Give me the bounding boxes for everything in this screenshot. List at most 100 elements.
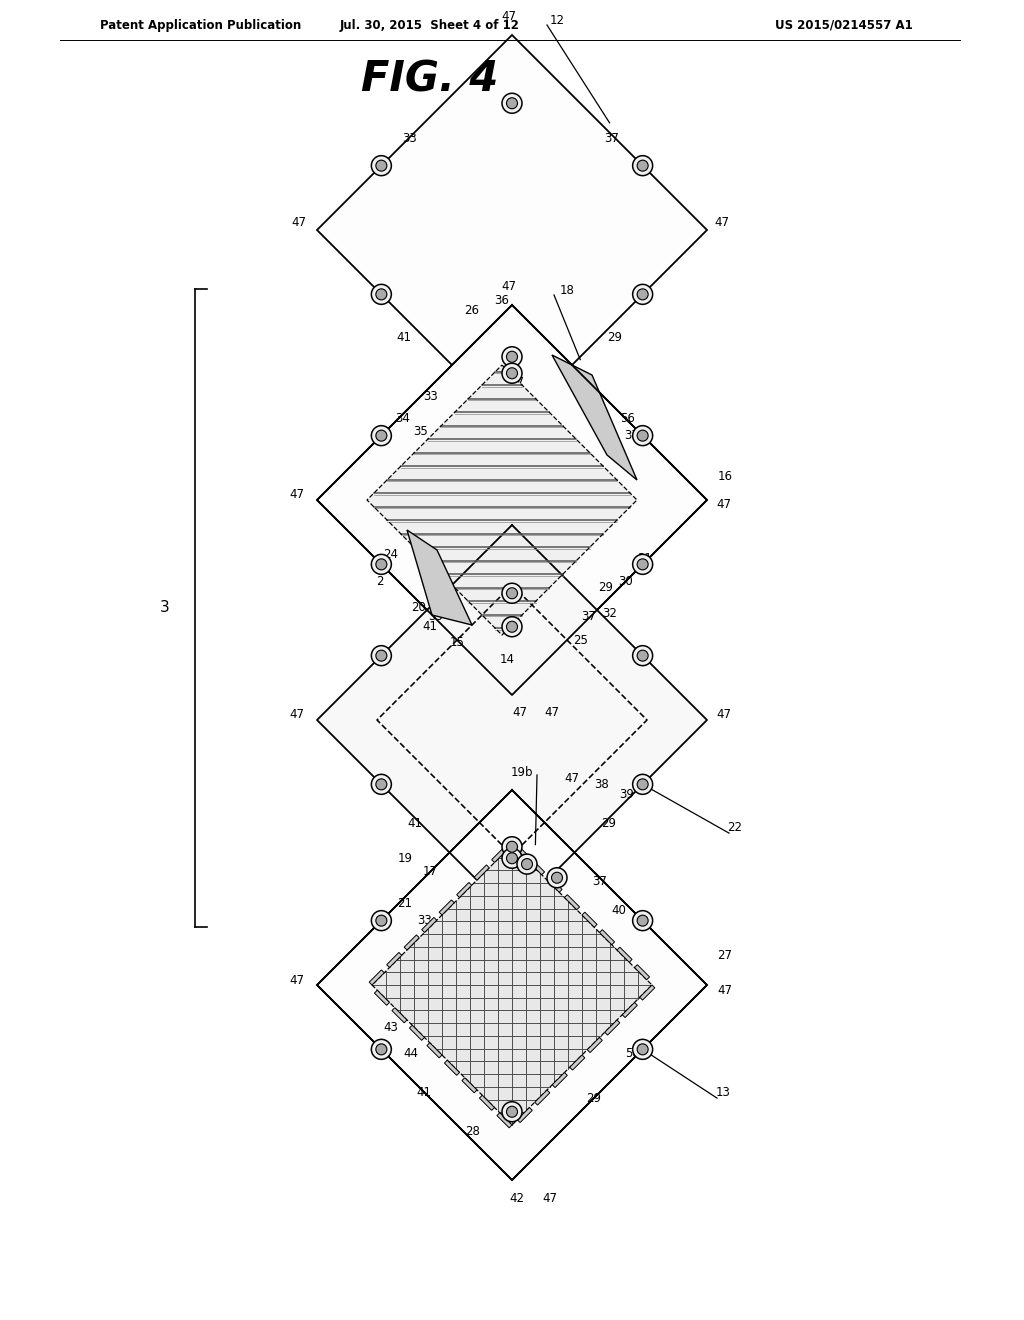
Text: 31: 31 <box>637 552 652 565</box>
Text: 58: 58 <box>626 1047 640 1060</box>
Text: FIG. 4: FIG. 4 <box>361 59 499 102</box>
Polygon shape <box>582 912 597 927</box>
Circle shape <box>372 1039 391 1060</box>
Text: 17: 17 <box>423 866 437 878</box>
Circle shape <box>507 853 517 863</box>
Circle shape <box>376 558 387 570</box>
Text: 28: 28 <box>466 1125 480 1138</box>
Text: 41: 41 <box>423 620 437 634</box>
Circle shape <box>507 622 517 632</box>
Text: 33: 33 <box>423 391 437 403</box>
Text: 18: 18 <box>559 284 574 297</box>
Text: 47: 47 <box>715 215 729 228</box>
Circle shape <box>502 837 522 857</box>
Text: 24: 24 <box>384 548 398 561</box>
Text: 47: 47 <box>290 709 304 722</box>
Circle shape <box>637 289 648 300</box>
Text: 33: 33 <box>401 132 417 145</box>
Polygon shape <box>517 1107 532 1122</box>
Text: 21: 21 <box>397 896 413 909</box>
Text: 33: 33 <box>417 915 432 927</box>
Circle shape <box>633 156 652 176</box>
Circle shape <box>502 347 522 367</box>
Polygon shape <box>552 1072 567 1088</box>
Polygon shape <box>457 883 472 898</box>
Polygon shape <box>474 865 489 880</box>
Circle shape <box>376 160 387 172</box>
Polygon shape <box>617 948 632 962</box>
Polygon shape <box>422 917 437 932</box>
Circle shape <box>376 1044 387 1055</box>
Polygon shape <box>392 1007 407 1023</box>
Text: 35: 35 <box>413 425 427 438</box>
Text: 43: 43 <box>384 1022 398 1035</box>
Circle shape <box>372 911 391 931</box>
Circle shape <box>637 430 648 441</box>
Circle shape <box>376 915 387 927</box>
Text: 41: 41 <box>417 1086 432 1098</box>
Polygon shape <box>640 985 654 1001</box>
Circle shape <box>633 1039 652 1060</box>
Text: 39: 39 <box>620 788 635 801</box>
Text: 25: 25 <box>572 634 588 647</box>
Text: 29: 29 <box>607 331 623 343</box>
Polygon shape <box>317 305 707 696</box>
Text: 32: 32 <box>602 607 616 619</box>
Polygon shape <box>552 355 637 480</box>
Polygon shape <box>410 1026 425 1040</box>
Polygon shape <box>427 1043 442 1057</box>
Polygon shape <box>372 845 652 1125</box>
Text: 47: 47 <box>512 706 527 719</box>
Text: 37: 37 <box>604 132 620 145</box>
Text: 44: 44 <box>403 1047 418 1060</box>
Text: 47: 47 <box>717 709 731 722</box>
Circle shape <box>517 854 537 874</box>
Text: 19b: 19b <box>511 766 534 779</box>
Circle shape <box>507 368 517 379</box>
Polygon shape <box>569 1055 585 1071</box>
Circle shape <box>502 616 522 636</box>
Text: 2: 2 <box>376 576 383 589</box>
Text: 47: 47 <box>543 1192 557 1204</box>
Polygon shape <box>407 531 472 624</box>
Text: 47: 47 <box>545 706 559 719</box>
Polygon shape <box>535 1090 550 1105</box>
Text: 47: 47 <box>290 974 304 986</box>
Text: 47: 47 <box>510 376 524 388</box>
Polygon shape <box>462 1077 477 1093</box>
Circle shape <box>376 651 387 661</box>
Polygon shape <box>492 847 507 862</box>
Text: 38: 38 <box>595 779 609 792</box>
Text: 47: 47 <box>717 499 731 511</box>
Circle shape <box>376 289 387 300</box>
Circle shape <box>633 425 652 446</box>
Circle shape <box>376 430 387 441</box>
Circle shape <box>547 867 567 888</box>
Polygon shape <box>599 929 614 945</box>
Text: 47: 47 <box>514 866 529 879</box>
Circle shape <box>507 1106 517 1117</box>
Text: Jul. 30, 2015  Sheet 4 of 12: Jul. 30, 2015 Sheet 4 of 12 <box>340 18 520 32</box>
Polygon shape <box>497 1113 512 1127</box>
Text: 29: 29 <box>587 1092 601 1105</box>
Text: 30: 30 <box>617 576 633 589</box>
Circle shape <box>372 554 391 574</box>
Circle shape <box>372 425 391 446</box>
Circle shape <box>552 873 562 883</box>
Polygon shape <box>512 842 527 857</box>
Polygon shape <box>375 990 389 1006</box>
Text: 20: 20 <box>411 601 426 614</box>
Circle shape <box>637 558 648 570</box>
Text: 26: 26 <box>465 304 479 317</box>
Text: 15: 15 <box>450 636 465 649</box>
Polygon shape <box>444 1060 460 1076</box>
Text: 41: 41 <box>396 331 412 343</box>
Polygon shape <box>623 1002 637 1018</box>
Text: 47: 47 <box>290 488 304 502</box>
Circle shape <box>633 775 652 795</box>
Circle shape <box>637 1044 648 1055</box>
Text: 3: 3 <box>160 601 170 615</box>
Circle shape <box>372 156 391 176</box>
Text: 41: 41 <box>408 817 423 830</box>
Text: 47: 47 <box>502 281 516 293</box>
